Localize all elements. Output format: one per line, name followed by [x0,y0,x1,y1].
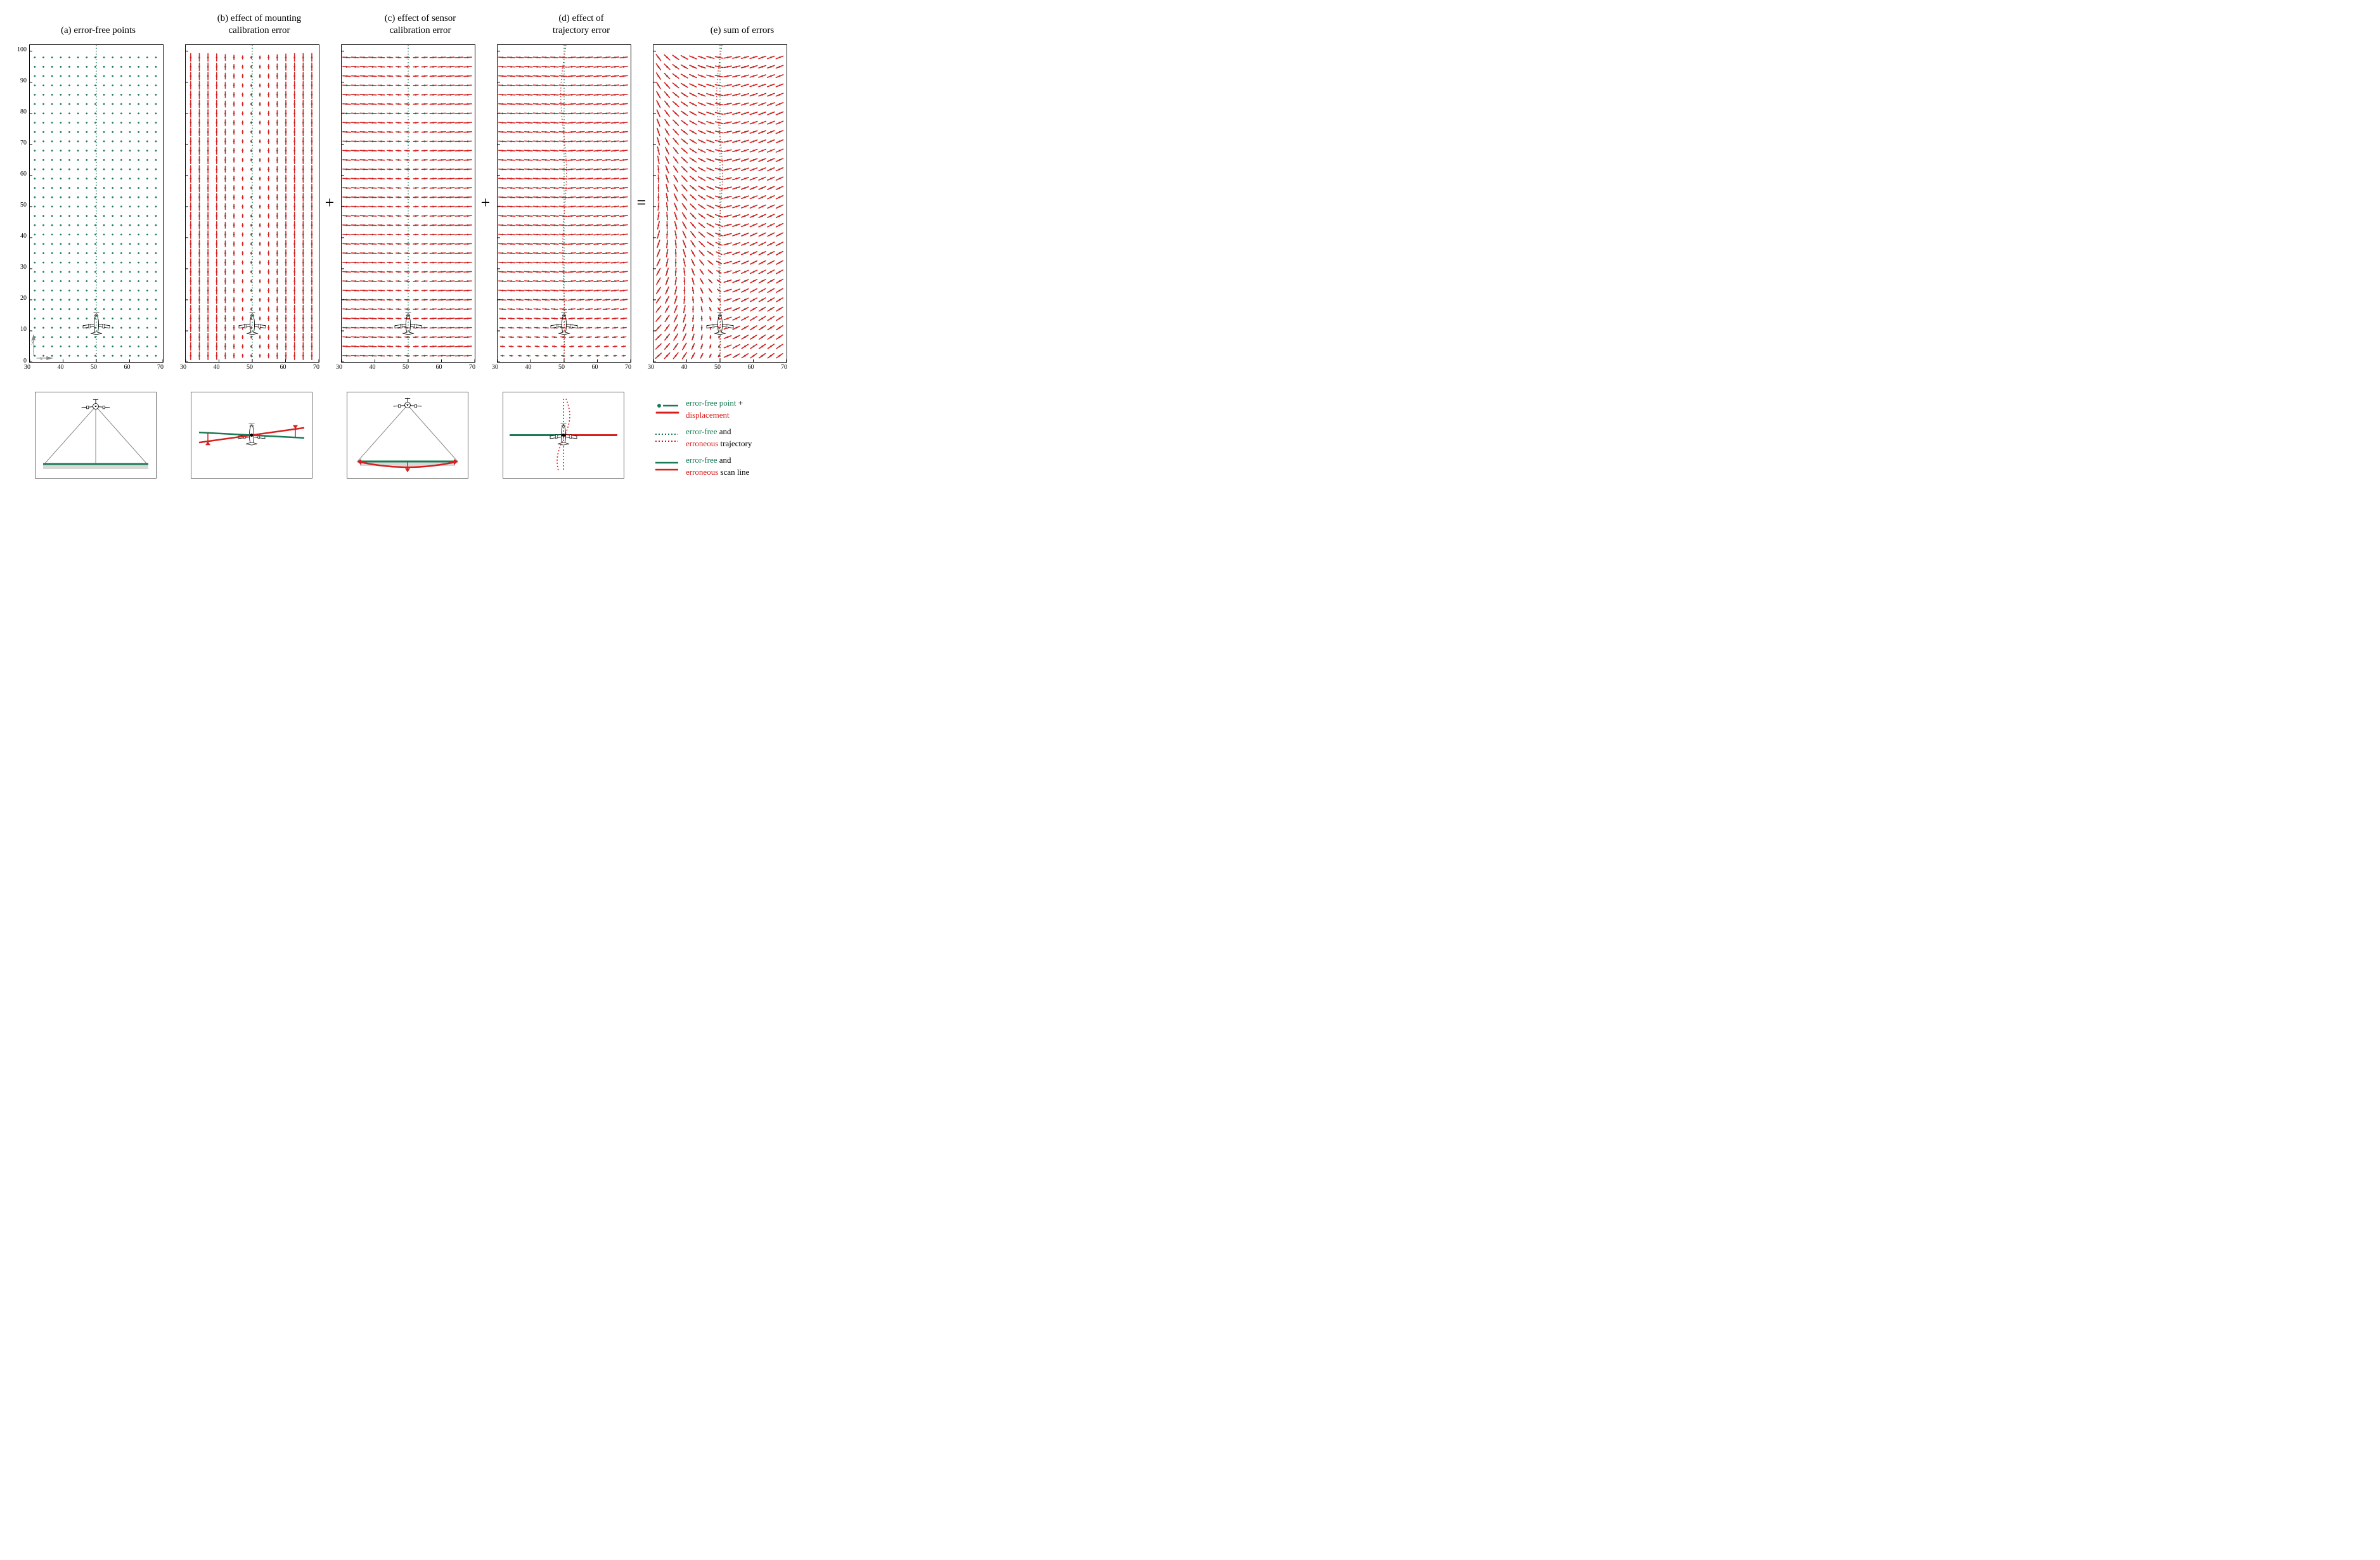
svg-text:x: x [40,355,43,361]
xtick-label: 30 [24,364,30,371]
plot-b: 3040506070 [185,44,318,373]
panel-title-b: (b) effect of mountingcalibration error [190,13,328,37]
xtick-label: 40 [370,364,376,371]
xtick-label: 60 [124,364,131,371]
xtick-label: 70 [313,364,319,371]
ytick-label: 20 [20,295,27,302]
ytick-label: 80 [20,108,27,115]
ytick-label: 50 [20,202,27,209]
xtick-label: 40 [58,364,64,371]
plot-d: 3040506070 [497,44,630,373]
xtick-label: 50 [558,364,565,371]
xtick-label: 70 [469,364,475,371]
xtick-label: 60 [280,364,286,371]
y-axis: 0102030405060708090100 [13,44,29,361]
ytick-label: 40 [20,233,27,240]
figure-container: (a) error-free points (b) effect of mount… [13,13,2367,482]
xtick-label: 60 [748,364,754,371]
xtick-label: 70 [625,364,631,371]
xtick-label: 70 [157,364,164,371]
plot-e: 3040506070 [653,44,786,373]
panel-title-c: (c) effect of sensorcalibration error [351,13,489,37]
xtick-label: 60 [592,364,598,371]
diagrams-row: error-free point + displacement error-fre… [13,392,2367,482]
operator-1: + [318,44,341,361]
xtick-label: 50 [714,364,721,371]
legend-item: error-free anderroneous trajectory [653,425,786,450]
xtick-label: 70 [781,364,787,371]
xtick-label: 50 [402,364,409,371]
xtick-label: 40 [525,364,532,371]
xtick-label: 30 [648,364,654,371]
ytick-label: 30 [20,264,27,271]
plot-a: yx3040506070 [29,44,162,373]
xtick-label: 50 [247,364,253,371]
xtick-label: 30 [336,364,342,371]
xtick-label: 40 [681,364,688,371]
operator-3: = [630,44,653,361]
ytick-label: 70 [20,139,27,146]
panel-title-d: (d) effect oftrajectory error [512,13,650,37]
xtick-label: 40 [214,364,220,371]
xtick-label: 30 [492,364,498,371]
diagram-c [341,392,474,479]
xtick-label: 50 [91,364,97,371]
panel-title-a: (a) error-free points [29,25,167,37]
xtick-label: 30 [180,364,186,371]
diagram-d [497,392,630,479]
panel-title-e: (e) sum of errors [673,25,811,37]
xtick-label: 60 [436,364,442,371]
diagram-b [185,392,318,479]
legend-item: error-free point + displacement [653,397,786,422]
ytick-label: 10 [20,326,27,333]
legend: error-free point + displacement error-fre… [653,392,786,482]
ytick-label: 60 [20,171,27,177]
ytick-label: 90 [20,77,27,84]
diagram-a [29,392,162,479]
titles-row: (a) error-free points (b) effect of mount… [13,13,2367,37]
operator-2: + [474,44,497,361]
operator-0 [162,44,185,361]
svg-text:y: y [31,338,34,344]
ytick-label: 100 [17,46,27,53]
plots-row: 0102030405060708090100yx3040506070304050… [13,44,2367,373]
plot-c: 3040506070 [341,44,474,373]
legend-item: error-free anderroneous scan line [653,454,786,479]
